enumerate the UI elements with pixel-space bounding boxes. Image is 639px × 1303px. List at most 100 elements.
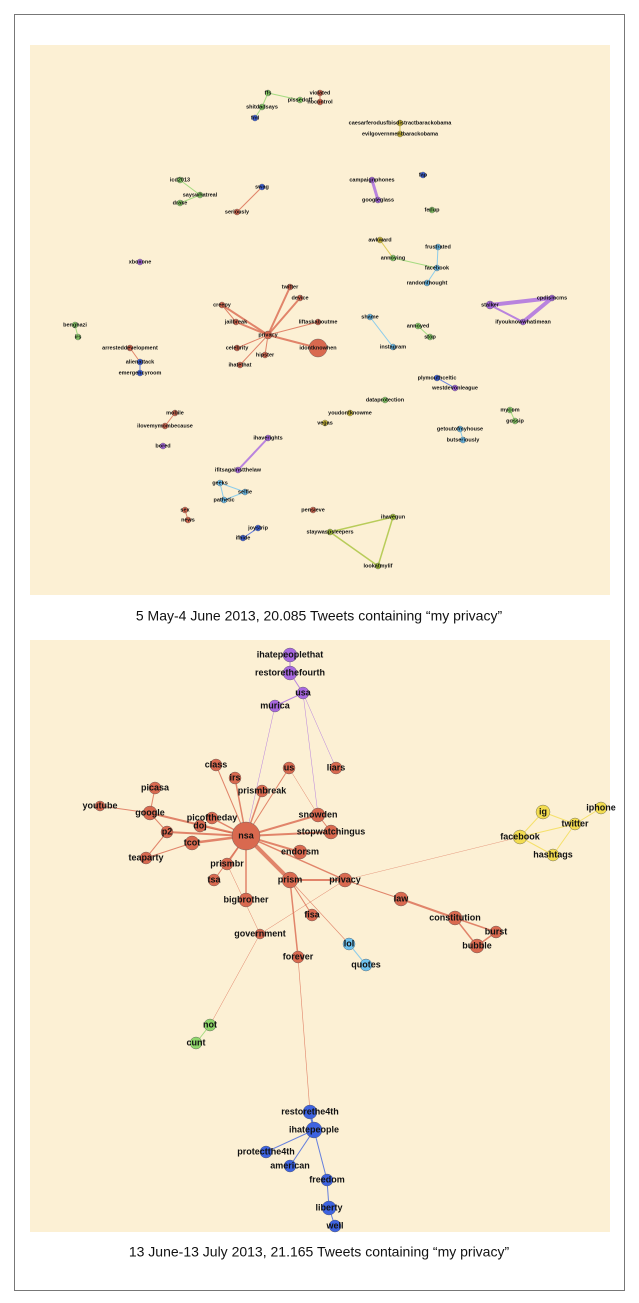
node-label: awkward [368,237,391,243]
edge [289,879,350,945]
node [309,506,317,514]
node-label: cpdismcms [537,295,567,301]
node-label: googleglass [362,197,394,203]
node-label: liberty [315,1202,342,1212]
node [374,562,382,570]
node [148,781,162,795]
node [485,300,495,310]
edge [329,516,394,533]
node [94,800,106,812]
node [291,950,305,964]
node-label: staywaspsleepers [306,529,353,535]
edge [392,257,438,269]
node-label: tsa [207,874,221,884]
node-label: creepy [213,302,232,308]
panel-background [30,640,610,1232]
node-label: hashtags [533,849,573,859]
node [136,258,144,266]
node [282,665,298,681]
node [389,254,397,262]
node-label: facebook [425,265,450,271]
node-label: shame [361,314,378,320]
node-label: bored [155,443,170,449]
node-label: benghazi [63,322,87,328]
node-label: ffs [265,90,272,96]
node-label: liars [327,762,346,772]
node-label: jailbreak [224,319,248,325]
node-label: vegas [317,420,333,426]
node-label: picoftheday [187,812,238,822]
node [489,925,503,939]
node-label: ifhide [236,535,251,541]
node-label: pissedoff [288,97,313,103]
node [310,807,326,823]
node-label: campaignphones [349,177,394,183]
node [396,130,404,138]
edge [245,835,346,881]
node-label: bigbrother [224,894,269,904]
node [184,835,200,851]
node-label: privacy [258,332,278,338]
node [136,358,144,366]
node-label: lookatmylif [363,563,392,569]
node [251,114,259,122]
node-label: icd2013 [170,177,190,183]
node [535,804,551,820]
node [389,343,397,351]
node-label: xboxone [129,259,152,265]
node [316,98,324,106]
node [546,848,560,862]
node-label: usa [295,687,312,697]
node [548,294,556,302]
node [396,119,404,127]
node [281,871,299,889]
node-label: ifyouknowwhatimean [495,319,551,325]
node [203,1018,217,1032]
node-label: google [135,807,165,817]
node-label: bubble [462,940,492,950]
node [337,872,353,888]
node [381,396,389,404]
node [74,333,82,341]
node-label: frustrated [425,244,451,250]
node [469,938,485,954]
node [196,191,204,199]
node [216,479,224,487]
node [292,844,308,860]
node [374,196,382,204]
node-label: mycom [500,407,519,413]
edge [329,531,379,567]
node-label: celebrity [226,345,250,351]
node-label: nocontrol [307,99,333,105]
node-label: nsa [238,830,255,840]
node-label: ihatepeoplethat [257,649,324,659]
node [314,318,322,326]
node [376,236,384,244]
node-label: pathetic [213,497,234,503]
edge [267,286,291,336]
edge [297,956,311,1113]
node-label: sayswhatreal [183,192,218,198]
node-label: teaparty [128,852,163,862]
node [142,805,158,821]
node-label: doj [193,820,207,830]
edge [369,316,394,348]
edge [552,823,576,856]
node-label: fedup [425,207,441,213]
node [218,301,226,309]
node-label: irs [229,772,240,782]
node [316,89,324,97]
node-label: irs [75,334,82,340]
node [346,409,354,417]
node [594,801,608,815]
node [207,873,221,887]
node [209,758,223,772]
node-label: constitution [429,912,481,922]
node [456,425,464,433]
edge [209,933,261,1026]
node [231,821,261,851]
node-label: snowden [298,809,337,819]
edge [221,304,269,336]
node-label: news [181,517,195,523]
